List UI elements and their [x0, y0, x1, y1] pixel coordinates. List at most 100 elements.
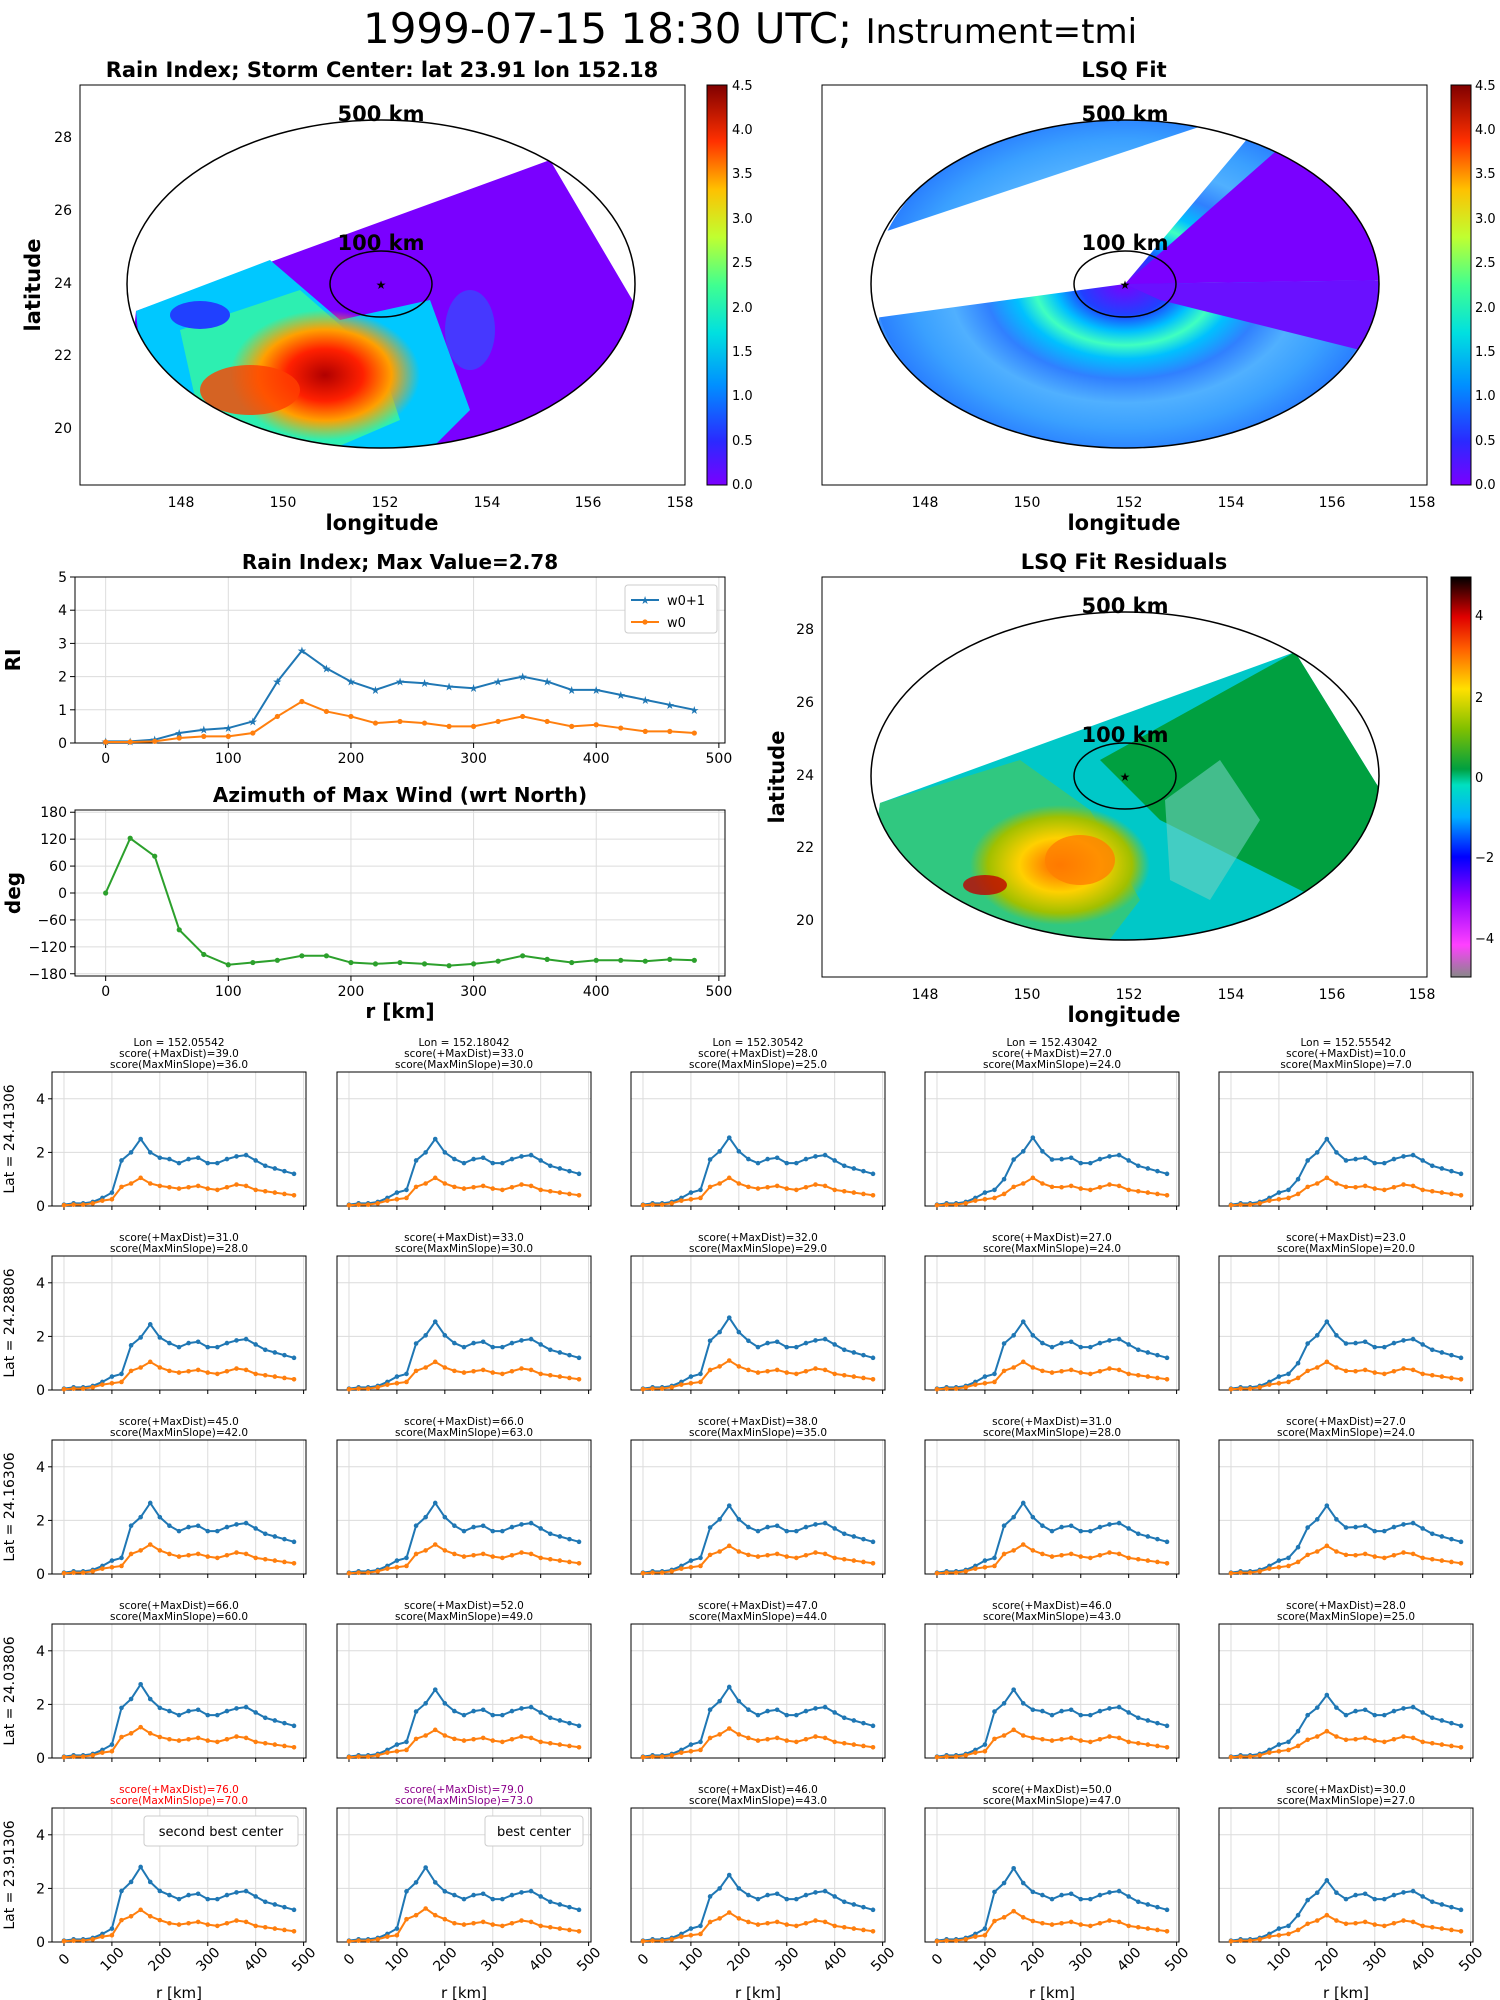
panel-point	[1228, 1386, 1234, 1392]
panel-point	[813, 1182, 818, 1187]
plot-area	[75, 577, 725, 743]
panel-frame	[1218, 1807, 1474, 1943]
panel-point	[547, 1899, 553, 1905]
x-tick-label: 100	[215, 984, 242, 1000]
panel-point	[567, 1720, 572, 1726]
panel-point	[1059, 1708, 1064, 1714]
panel-series-w0p1	[936, 1135, 1168, 1206]
panel-point	[528, 1152, 534, 1158]
panel-point	[813, 1154, 818, 1159]
panel-point	[61, 1202, 67, 1208]
panel-point	[803, 1156, 809, 1162]
x-tick-label: 0	[929, 1951, 947, 1969]
panel-point	[1276, 1926, 1282, 1931]
panel-point	[423, 1181, 428, 1186]
panel-point	[813, 1366, 818, 1371]
row-lat-label: Lat = 23.91306	[2, 1820, 18, 1929]
panel-point	[519, 1706, 524, 1711]
series-point	[176, 735, 182, 741]
panel-point	[291, 1560, 297, 1566]
panel-point	[90, 1385, 96, 1390]
panel-point	[490, 1344, 496, 1350]
panel-point	[1401, 1890, 1406, 1895]
panel-point	[282, 1375, 287, 1381]
svg-text:1.5: 1.5	[1475, 345, 1496, 360]
panel-point	[1314, 1705, 1320, 1710]
panel-point	[138, 1548, 143, 1553]
svg-text:22: 22	[54, 348, 72, 364]
panel-point	[1324, 1136, 1330, 1142]
colorbar: 4 2 0 −2 −4	[1450, 576, 1494, 978]
panel-point	[404, 1195, 409, 1201]
panel-point	[1372, 1528, 1378, 1534]
panel-point	[1059, 1184, 1064, 1190]
ring-500km-label: 500 km	[1082, 594, 1169, 618]
panel-point	[1164, 1907, 1170, 1913]
panel-point	[404, 1379, 409, 1385]
panel-point	[490, 1186, 496, 1191]
panel-point	[1420, 1894, 1425, 1899]
panel-point	[944, 1754, 949, 1759]
panel-point	[1362, 1155, 1368, 1161]
map-title: LSQ Fit Residuals	[1021, 550, 1228, 574]
panel-point	[726, 1503, 732, 1508]
panel-point	[1097, 1736, 1103, 1742]
panel-point	[1449, 1536, 1454, 1542]
panel-point	[992, 1889, 997, 1895]
svg-text:4.0: 4.0	[732, 123, 753, 138]
panel-point	[1238, 1570, 1243, 1575]
svg-text:1.0: 1.0	[732, 389, 753, 404]
series-point	[618, 957, 624, 963]
candidate-panel: 024score(+MaxDist)=45.0score(MaxMinSlope…	[36, 1416, 307, 1583]
series-point	[397, 718, 403, 725]
x-tick-label: 100	[677, 1945, 707, 1975]
panel-point	[404, 1371, 409, 1377]
panel-legend-label: best center	[497, 1825, 572, 1840]
row-lat-label: Lat = 24.28806	[2, 1268, 18, 1377]
panel-point	[736, 1886, 742, 1891]
candidate-panel: score(+MaxDist)=32.0score(MaxMinSlope)=2…	[630, 1232, 886, 1394]
panel-point	[1295, 1559, 1301, 1565]
panel-point	[1429, 1531, 1435, 1537]
svg-text:20: 20	[54, 421, 72, 437]
panel-title-line: score(+MaxDist)=28.0	[698, 1048, 818, 1060]
panel-title-line: score(MaxMinSlope)=47.0	[983, 1795, 1121, 1807]
panel-point	[1449, 1352, 1454, 1358]
panel-point	[147, 1696, 153, 1702]
row-lat-label: Lat = 24.41306	[2, 1084, 18, 1193]
panel-point	[365, 1202, 371, 1207]
panel-point	[1040, 1708, 1045, 1714]
panel-point	[1353, 1184, 1358, 1190]
panel-point	[224, 1340, 230, 1346]
panel-point	[669, 1201, 675, 1206]
panel-point	[736, 1181, 742, 1186]
panel-point	[1155, 1720, 1160, 1726]
panel-point	[1353, 1920, 1358, 1926]
panel-point	[794, 1555, 799, 1561]
panel-point	[736, 1549, 742, 1554]
panel-point	[234, 1706, 239, 1711]
series-point: ★	[616, 689, 626, 702]
panel-point	[1088, 1371, 1093, 1377]
svg-text:156: 156	[575, 495, 602, 511]
panel-point	[519, 1890, 524, 1895]
panel-title-line: score(+MaxDist)=79.0	[404, 1784, 524, 1796]
panel-point	[1049, 1528, 1055, 1534]
panel-point	[253, 1710, 258, 1715]
panel-point	[490, 1712, 496, 1718]
panel-point	[291, 1907, 297, 1913]
candidate-panel: score(+MaxDist)=52.0score(MaxMinSlope)=4…	[336, 1600, 592, 1762]
panel-point	[205, 1160, 211, 1166]
panel-title-line: score(+MaxDist)=50.0	[992, 1784, 1112, 1796]
panel-point	[1078, 1738, 1084, 1743]
ring-100km-label: 100 km	[1082, 231, 1169, 255]
panel-point	[547, 1188, 553, 1194]
panel-point	[109, 1374, 115, 1379]
panel-point	[1011, 1548, 1016, 1553]
y-tick-label: 0	[36, 1751, 45, 1767]
panel-point	[224, 1368, 230, 1374]
panel-point	[195, 1735, 201, 1741]
panel-point	[1410, 1152, 1416, 1158]
panel-point	[1011, 1687, 1016, 1692]
